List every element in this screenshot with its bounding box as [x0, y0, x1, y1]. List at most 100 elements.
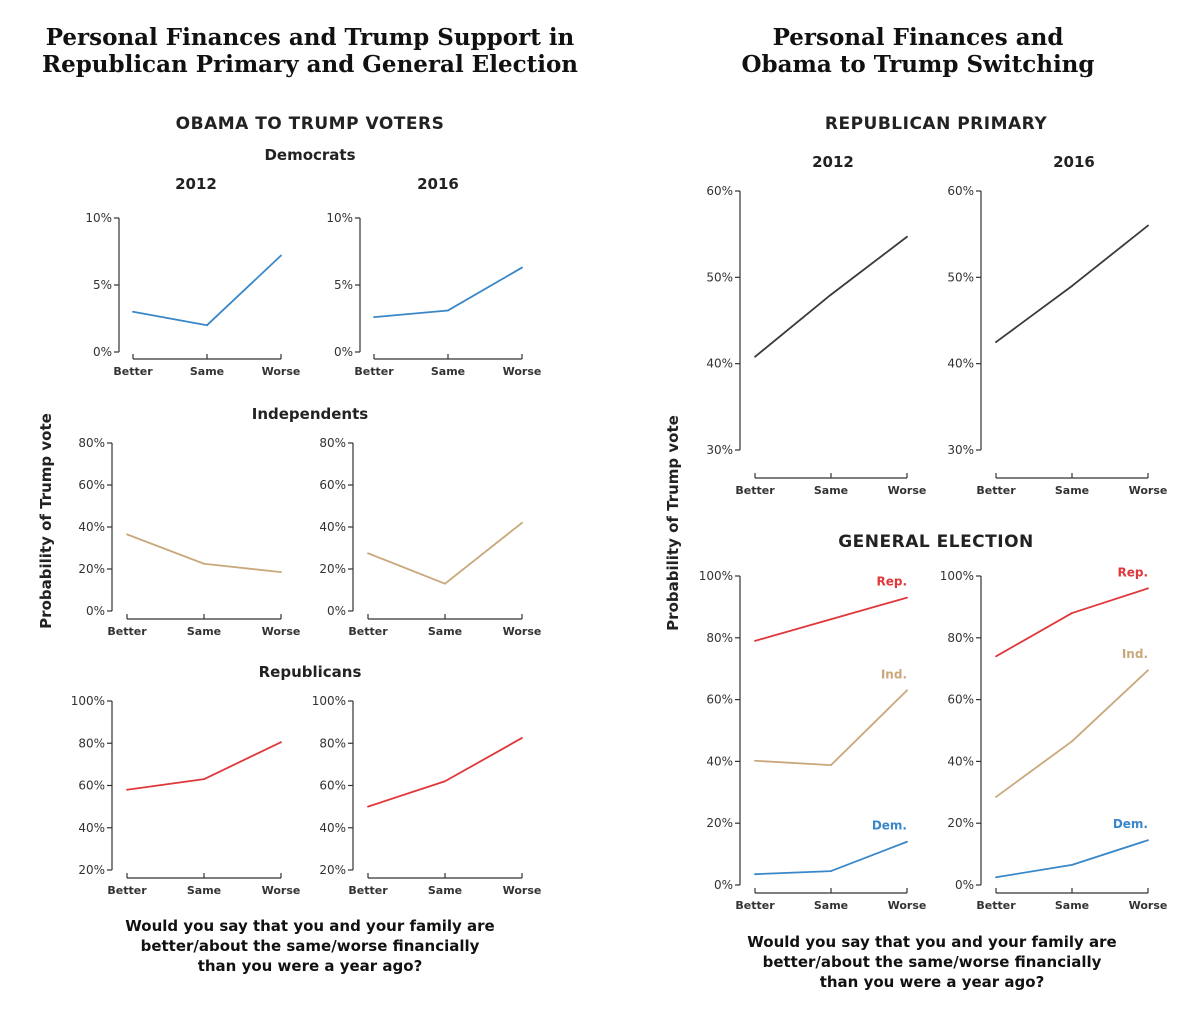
y-tick-label: 80% [319, 736, 346, 750]
data-point [754, 355, 756, 358]
series-line [995, 224, 1149, 343]
y-tick-label: 40% [78, 821, 105, 835]
data-point [126, 533, 128, 536]
data-point [906, 596, 908, 599]
series-label-rep: Rep. [876, 575, 907, 589]
primary-year-label-2016: 2016 [1053, 153, 1095, 171]
series-line [754, 236, 908, 358]
x-tick-label: Better [976, 899, 1016, 912]
y-tick-label: 40% [706, 754, 733, 768]
group-heading-republicans: Republicans [258, 663, 362, 681]
x-tick-label: Better [107, 625, 147, 638]
y-tick-label: 30% [947, 443, 974, 457]
right-title-line-1: Personal Finances and [772, 24, 1064, 51]
x-tick-label: Worse [262, 884, 301, 897]
series-line [367, 737, 523, 808]
x-tick-label: Same [428, 884, 462, 897]
y-tick-label: 100% [699, 569, 733, 583]
left-title-line-1: Personal Finances and Trump Support in [45, 24, 575, 51]
data-point [521, 521, 523, 524]
y-tick-label: 100% [312, 694, 346, 708]
data-point [906, 840, 908, 843]
right-footer-line-3: than you were a year ago? [819, 973, 1045, 991]
y-tick-label: 20% [78, 562, 105, 576]
x-tick-label: Same [814, 484, 848, 497]
x-tick-label: Better [348, 625, 388, 638]
x-tick-label: Worse [503, 365, 542, 378]
left-section-heading: OBAMA TO TRUMP VOTERS [175, 114, 445, 134]
x-tick-label: Worse [503, 884, 542, 897]
data-point [1147, 839, 1149, 842]
data-point [203, 778, 205, 781]
y-tick-label: 40% [947, 357, 974, 371]
chart-general-2012: 0% 20% 40% 60% 80% 100% Better Same Worse Rep. Ind… [699, 569, 927, 912]
series-line [126, 533, 282, 574]
y-tick-label: 100% [940, 569, 974, 583]
left-footer-line-1: Would you say that you and your family a… [125, 917, 495, 935]
year-label-2016: 2016 [417, 175, 459, 193]
left-footer-line-3: than you were a year ago? [197, 957, 423, 975]
y-tick-label: 60% [947, 184, 974, 198]
data-point [1147, 669, 1149, 672]
x-tick-label: Worse [262, 625, 301, 638]
y-tick-label: 0% [86, 604, 105, 618]
data-point [906, 235, 908, 238]
x-tick-label: Better [113, 365, 153, 378]
x-tick-label: Same [187, 884, 221, 897]
x-tick-label: Worse [262, 365, 301, 378]
chart-primary-2016: 30% 40% 50% 60% Better Same Worse [947, 184, 1168, 497]
data-point [830, 618, 832, 621]
series-line [132, 254, 282, 327]
series-label-ind: Ind. [881, 667, 907, 681]
y-tick-label: 80% [706, 631, 733, 645]
y-tick-label: 40% [947, 754, 974, 768]
data-point [521, 737, 523, 739]
data-point [280, 254, 282, 257]
data-point [1071, 612, 1073, 614]
data-point [280, 571, 282, 574]
data-point [367, 805, 369, 808]
x-tick-label: Better [976, 484, 1016, 497]
x-tick-label: Same [1055, 484, 1089, 497]
section-heading-general-election: GENERAL ELECTION [838, 532, 1034, 552]
x-tick-label: Better [354, 365, 394, 378]
group-heading-independents: Independents [251, 405, 369, 423]
series-label-dem: Dem. [1113, 817, 1148, 831]
y-tick-label: 80% [78, 736, 105, 750]
x-tick-label: Worse [888, 899, 927, 912]
data-point [754, 759, 756, 762]
y-tick-label: 60% [706, 184, 733, 198]
data-point [1147, 587, 1149, 590]
x-tick-label: Better [348, 884, 388, 897]
y-tick-label: 0% [93, 345, 112, 359]
x-tick-label: Worse [1129, 484, 1168, 497]
y-tick-label: 20% [706, 816, 733, 830]
y-tick-label: 60% [319, 478, 346, 492]
y-tick-label: 10% [85, 211, 112, 225]
data-point [995, 655, 997, 658]
data-point [906, 689, 908, 692]
data-point [995, 341, 997, 343]
chart-democrats-2012: 0% 5% 10% Better Same Worse [85, 211, 301, 378]
y-tick-label: 80% [78, 436, 105, 450]
x-tick-label: Same [1055, 899, 1089, 912]
y-tick-label: 40% [319, 821, 346, 835]
x-tick-label: Same [431, 365, 465, 378]
series-line [367, 522, 523, 585]
data-point [280, 741, 282, 744]
left-title-line-2: Republican Primary and General Election [41, 51, 579, 78]
data-point [754, 639, 756, 642]
series-line-ind [754, 689, 908, 767]
data-point [521, 266, 523, 269]
y-tick-label: 0% [955, 878, 974, 892]
data-point [367, 552, 369, 555]
y-tick-label: 60% [319, 779, 346, 793]
y-tick-label: 50% [947, 270, 974, 284]
chart-republicans-2012: 20% 40% 60% 80% 100% Better Same Worse [71, 694, 301, 897]
chart-republicans-2016: 20% 40% 60% 80% 100% Better Same Worse [312, 694, 542, 897]
right-title-line-2: Obama to Trump Switching [741, 51, 1095, 78]
data-point [444, 582, 446, 585]
x-tick-label: Same [814, 899, 848, 912]
year-label-2012: 2012 [175, 175, 217, 193]
series-line-rep [995, 587, 1149, 658]
